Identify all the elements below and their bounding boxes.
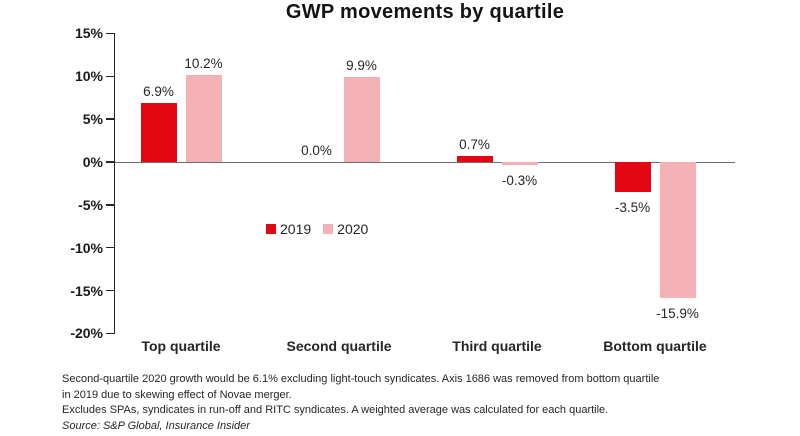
legend-item-2020: 2020 [323, 221, 368, 237]
bar-value-label-2020-top-quartile: 10.2% [184, 55, 223, 71]
legend-label-2019: 2019 [280, 221, 312, 237]
footnotes: Second-quartile 2020 growth would be 6.1… [62, 372, 772, 434]
y-axis-tick [106, 204, 115, 206]
zero-baseline [115, 161, 735, 163]
bar-value-label-2019-bottom-quartile: -3.5% [614, 200, 651, 215]
legend-swatch-2019 [266, 224, 276, 234]
bar-2019-third-quartile [456, 156, 493, 162]
footnote-line: in 2019 due to skewing effect of Novae m… [62, 388, 292, 401]
source-line: Source: S&P Global, Insurance Insider [62, 419, 250, 432]
bar-2020-second-quartile [343, 77, 380, 162]
y-axis-line [113, 33, 115, 334]
bar-2020-top-quartile [185, 74, 222, 162]
x-axis-label-second-quartile: Second quartile [286, 338, 392, 354]
y-axis-tick-label: 15% [74, 25, 103, 42]
y-axis-tick-label: 10% [74, 68, 103, 85]
bar-2019-top-quartile [140, 102, 177, 162]
y-axis-tick [106, 246, 115, 249]
bar-value-label-2020-second-quartile: 9.9% [346, 58, 377, 74]
y-axis-tick [106, 118, 115, 120]
y-axis-tick-label: -10% [70, 239, 103, 256]
y-axis-tick [106, 332, 115, 335]
x-axis-label-third-quartile: Third quartile [452, 338, 542, 354]
x-axis-label-bottom-quartile: Bottom quartile [603, 338, 707, 354]
y-axis-tick-label: 5% [82, 111, 103, 128]
y-axis-tick-label: 0% [82, 154, 103, 170]
bar-2020-bottom-quartile [659, 162, 696, 299]
chart-title: GWP movements by quartile [285, 1, 565, 23]
y-axis-tick-label: -20% [70, 325, 103, 342]
legend-item-2019: 2019 [266, 221, 311, 237]
x-axis-label-top-quartile: Top quartile [141, 338, 221, 354]
bar-value-label-2020-bottom-quartile: -15.9% [656, 306, 699, 322]
bar-2020-third-quartile [501, 162, 538, 165]
footnote-line: Second-quartile 2020 growth would be 6.1… [62, 373, 660, 385]
legend-swatch-2020 [323, 224, 334, 234]
y-axis-tick [106, 75, 115, 78]
legend-label-2020: 2020 [337, 221, 369, 237]
bar-value-label-2019-top-quartile: 6.9% [143, 83, 174, 99]
y-axis-tick-label: -15% [70, 282, 103, 299]
bar-value-label-2019-second-quartile: 0.0% [301, 143, 332, 158]
y-axis-tick [106, 289, 115, 292]
y-axis-tick-label: -5% [78, 196, 103, 213]
legend: 2019 2020 [266, 221, 368, 237]
bar-2019-bottom-quartile [614, 162, 651, 192]
y-axis-tick [106, 161, 115, 163]
bar-value-label-2020-third-quartile: -0.3% [501, 172, 538, 188]
y-axis-tick [106, 32, 115, 35]
footnote-line: Excludes SPAs, syndicates in run-off and… [62, 404, 609, 416]
bar-value-label-2019-third-quartile: 0.7% [459, 137, 490, 152]
